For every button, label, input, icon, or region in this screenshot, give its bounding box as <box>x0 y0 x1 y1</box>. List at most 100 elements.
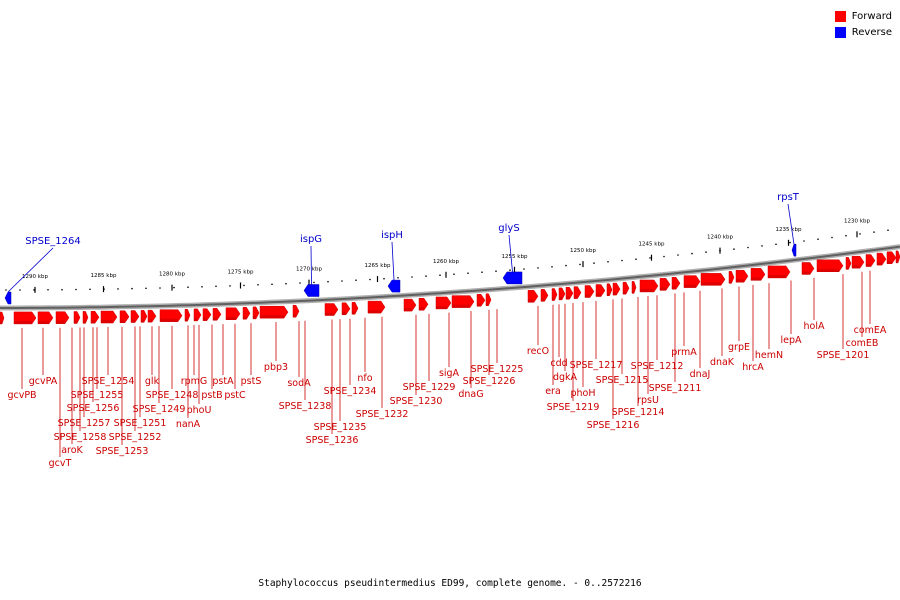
axis-dot <box>649 257 651 259</box>
forward-gene-shade <box>253 315 256 319</box>
genome-caption: Staphylococcus pseudintermedius ED99, co… <box>258 578 642 589</box>
axis-dot <box>607 261 609 263</box>
gene-label-forward: SPSE_1232 <box>356 409 409 420</box>
axis-dot <box>887 229 889 231</box>
forward-gene-shade <box>768 274 786 278</box>
forward-gene-shade <box>486 302 489 306</box>
forward-gene-shade <box>751 277 761 281</box>
axis-dot <box>677 254 679 256</box>
gene-label-forward: comEA <box>854 325 887 336</box>
gene-label-forward: phoH <box>570 388 595 399</box>
axis-tick-label: 1280 kbp <box>159 272 185 278</box>
forward-gene-shade <box>260 315 284 319</box>
gene-label-forward: SPSE_1235 <box>314 422 367 433</box>
axis-dot <box>229 285 231 287</box>
forward-gene-shade <box>203 317 207 321</box>
gene-label-forward: grpE <box>728 342 750 353</box>
gene-label-reverse: rpsT <box>777 192 800 203</box>
gene-label-forward: hemN <box>755 350 783 361</box>
label-connector <box>508 234 513 272</box>
forward-gene-shade <box>541 298 545 302</box>
forward-gene-shade <box>817 268 839 272</box>
axis-dot <box>411 276 413 278</box>
gene-label-forward: era <box>545 386 561 397</box>
axis-dot <box>537 267 539 269</box>
forward-gene-shade <box>436 305 447 309</box>
gene-label-forward: SPSE_1238 <box>279 401 332 412</box>
forward-gene-shade <box>528 299 534 303</box>
gene-label-forward: dgkA <box>553 372 578 383</box>
gene-label-forward: sigA <box>439 368 460 379</box>
gene-label-reverse: ispH <box>381 230 403 241</box>
axis-dot <box>271 283 273 286</box>
axis-dot <box>621 259 623 262</box>
axis-dot <box>201 286 203 288</box>
gene-label-forward: nfo <box>357 373 372 384</box>
axis-dot <box>789 241 791 244</box>
gene-label-forward: sodA <box>287 378 311 389</box>
axis-dot <box>341 280 343 282</box>
forward-gene-shade <box>368 310 381 314</box>
forward-swatch <box>834 10 846 22</box>
reverse-strand-genes: SPSE_1264 ispG ispH glyS rpsT <box>4 192 800 305</box>
legend-label-forward: Forward <box>851 10 892 22</box>
axis-dot <box>565 264 567 267</box>
gene-label-forward: rpsU <box>637 395 659 406</box>
gene-label-forward: gcvPB <box>7 390 36 401</box>
forward-gene-shade <box>684 284 696 288</box>
forward-gene-shade <box>640 288 654 292</box>
axis-dot <box>747 246 749 249</box>
gene-label-reverse: SPSE_1264 <box>25 236 81 247</box>
axis-tick-label: 1230 kbp <box>844 218 870 224</box>
axis-dot <box>663 255 665 258</box>
axis-dot <box>635 258 637 261</box>
gene-label-forward: SPSE_1255 <box>71 390 124 401</box>
axis-dot <box>215 285 217 288</box>
forward-gene-shade <box>896 259 898 263</box>
gene-label-forward: dnaG <box>458 389 483 400</box>
legend-item-reverse: Reverse <box>834 24 892 40</box>
axis-dot <box>523 268 525 270</box>
gene-label-forward: phoU <box>187 405 212 416</box>
reverse-swatch <box>834 26 846 38</box>
axis-dot <box>369 278 371 281</box>
gene-label-forward: gcvPA <box>29 376 58 387</box>
forward-gene-shade <box>325 312 334 316</box>
axis-dot <box>89 288 91 291</box>
axis-dot <box>75 288 77 291</box>
gene-label-forward: dnaK <box>710 357 735 368</box>
gene-label-forward: prmA <box>671 347 697 358</box>
axis-dot <box>439 274 441 277</box>
legend: Forward Reverse <box>834 8 892 40</box>
axis-dot <box>243 284 245 287</box>
forward-gene-shade <box>596 293 601 297</box>
gene-label-forward: pstC <box>224 390 246 401</box>
axis-dot <box>705 251 707 253</box>
axis-dot <box>481 271 483 274</box>
axis-dot <box>131 287 133 290</box>
forward-gene-shade <box>852 265 860 269</box>
axis-tick-label: 1245 kbp <box>639 242 665 248</box>
gene-label-forward: SPSE_1212 <box>631 361 684 372</box>
forward-gene-shade <box>194 317 198 321</box>
forward-gene-shade <box>552 297 555 301</box>
forward-gene-shade <box>38 320 49 324</box>
axis-dot <box>817 238 819 240</box>
legend-label-reverse: Reverse <box>851 26 892 38</box>
axis-dot <box>145 287 147 290</box>
axis-dot <box>19 289 21 291</box>
gene-label-forward: hrcA <box>742 362 764 373</box>
forward-gene-shade <box>243 316 247 320</box>
gene-label-forward: SPSE_1216 <box>587 420 640 431</box>
gene-label-forward: SPSE_1211 <box>649 383 702 394</box>
gene-label-forward: SPSE_1248 <box>146 390 199 401</box>
forward-gene-shade <box>56 320 65 324</box>
label-connector <box>7 247 54 293</box>
axis-dot <box>5 289 7 291</box>
gene-label-forward: pstS <box>241 376 262 387</box>
forward-gene-shade <box>877 262 882 266</box>
axis-dot <box>691 252 693 255</box>
axis-tick-label: 1240 kbp <box>707 235 733 241</box>
forward-gene-shade <box>574 295 578 299</box>
